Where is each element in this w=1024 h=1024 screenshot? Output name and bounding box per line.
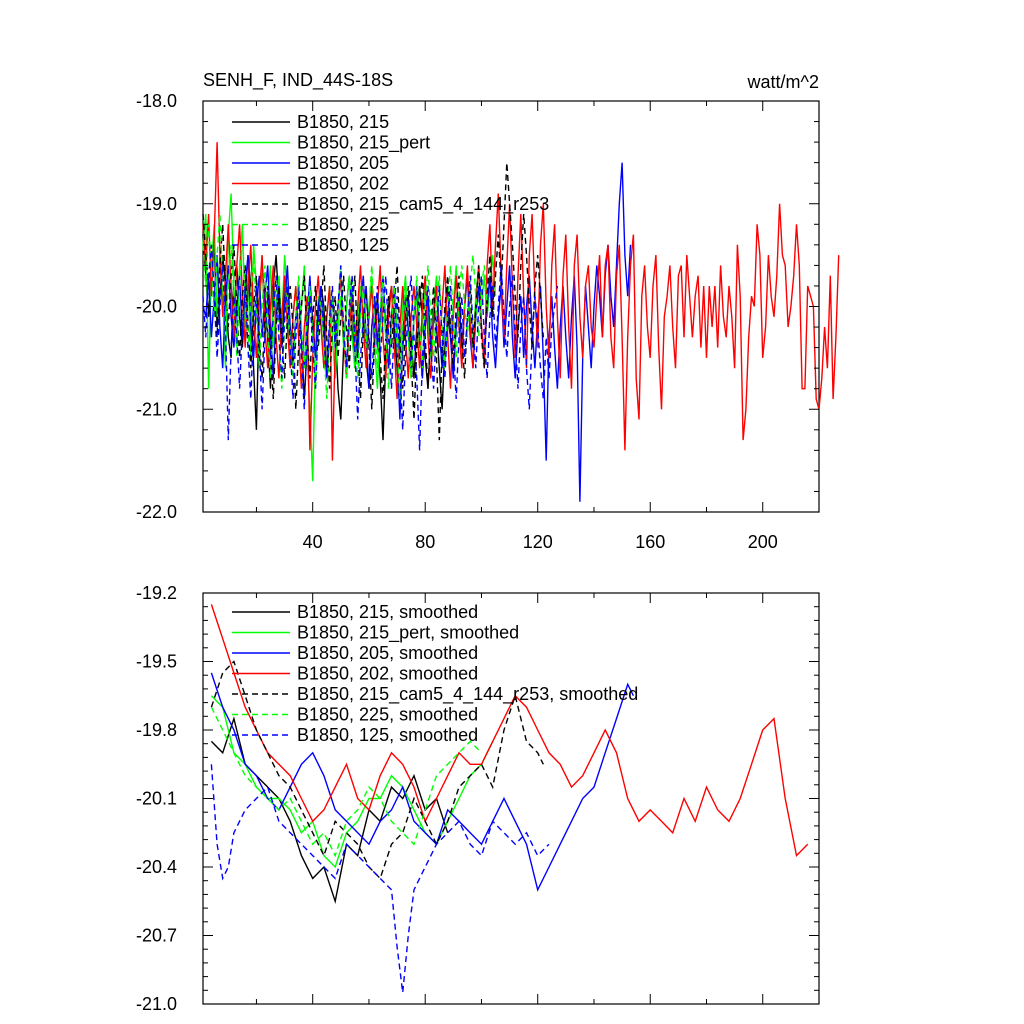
series-line bbox=[202, 142, 840, 461]
legend-label: B1850, 215_pert bbox=[297, 133, 430, 154]
y-tick-label: -19.8 bbox=[136, 720, 177, 740]
x-tick-label: 40 bbox=[303, 532, 323, 552]
legend-label: B1850, 125, smoothed bbox=[297, 725, 478, 745]
x-tick-label: 120 bbox=[523, 532, 553, 552]
legend-label: B1850, 205, smoothed bbox=[297, 643, 478, 663]
bottom-panel: -21.0 -20.7 -20.4 -20.1 -19.8 -19.5 -19.2 B185… bbox=[136, 583, 820, 1014]
y-tick-label: -19.5 bbox=[136, 652, 177, 672]
top-panel: 40 80 120 160 200 -22.0 -21.0 -20.0 -19.0 -18.0 B… bbox=[136, 70, 840, 552]
y-tick-label: -20.4 bbox=[136, 857, 177, 877]
y-tick-label: -20.7 bbox=[136, 926, 177, 946]
series-line bbox=[210, 672, 635, 892]
y-tick-label: -19.2 bbox=[136, 583, 177, 603]
y-tick-label: -19.0 bbox=[136, 194, 177, 214]
chart-title: SENH_F, IND_44S-18S bbox=[203, 70, 393, 91]
series-line bbox=[210, 716, 449, 905]
legend-label: B1850, 205 bbox=[297, 153, 389, 173]
legend-label: B1850, 225 bbox=[297, 215, 389, 235]
x-tick-label: 160 bbox=[635, 532, 665, 552]
legend-label: B1850, 202, smoothed bbox=[297, 664, 478, 684]
legend-label: B1850, 202 bbox=[297, 174, 389, 194]
y-tick-label: -20.0 bbox=[136, 297, 177, 317]
x-tick-label: 80 bbox=[415, 532, 435, 552]
bottom-axes: -21.0 -20.7 -20.4 -20.1 -19.8 -19.5 -19.2 bbox=[136, 583, 820, 1014]
y-tick-label: -21.0 bbox=[136, 994, 177, 1014]
y-tick-label: -20.1 bbox=[136, 789, 177, 809]
legend-label: B1850, 215_cam5_4_144_r253 bbox=[297, 194, 549, 215]
legend-label: B1850, 215_cam5_4_144_r253, smoothed bbox=[297, 684, 638, 705]
series-line bbox=[210, 604, 809, 858]
legend-label: B1850, 215 bbox=[297, 112, 389, 132]
x-tick-label: 200 bbox=[748, 532, 778, 552]
y-tick-label: -22.0 bbox=[136, 502, 177, 522]
top-axes: 40 80 120 160 200 -22.0 -21.0 -20.0 -19.0 -18.0 bbox=[136, 91, 820, 552]
series-line bbox=[202, 244, 559, 451]
legend-label: B1850, 215, smoothed bbox=[297, 602, 478, 622]
legend-label: B1850, 225, smoothed bbox=[297, 705, 478, 725]
legend-label: B1850, 215_pert, smoothed bbox=[297, 623, 519, 644]
top-series-group bbox=[202, 142, 840, 502]
y-tick-label: -18.0 bbox=[136, 91, 177, 111]
bottom-series-group bbox=[210, 604, 809, 993]
units-label: watt/m^2 bbox=[747, 72, 819, 92]
legend-label: B1850, 125 bbox=[297, 235, 389, 255]
series-line bbox=[210, 660, 544, 880]
series-line bbox=[210, 706, 482, 858]
y-tick-label: -21.0 bbox=[136, 399, 177, 419]
